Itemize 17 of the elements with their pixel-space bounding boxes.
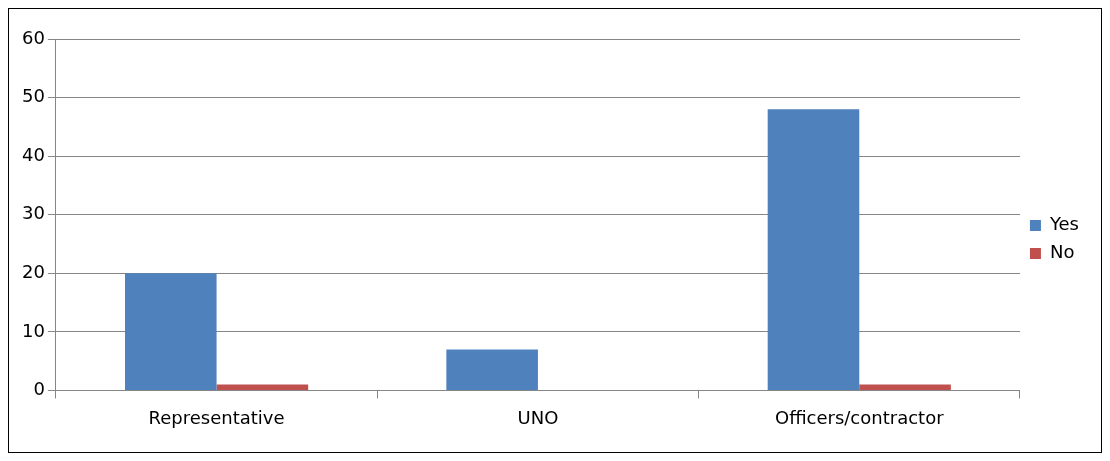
y-tick-label: 30 [22,202,45,224]
x-tick-label: Officers/contractor [774,406,945,428]
y-tick-label: 20 [22,260,45,282]
bar [859,384,951,390]
y-tick-label: 60 [22,26,45,48]
bar [216,384,309,390]
y-tick-label: 10 [22,319,45,341]
legend-label: No [1049,241,1075,263]
bar [767,109,860,390]
y-tick-label: 0 [33,378,45,400]
bar [124,273,217,390]
x-tick-label: UNO [517,406,559,428]
x-tick-label: Representative [148,406,285,428]
legend-label: Yes [1048,213,1080,235]
y-tick-label: 50 [22,85,45,107]
bar [446,349,538,390]
y-tick-label: 40 [22,143,45,165]
